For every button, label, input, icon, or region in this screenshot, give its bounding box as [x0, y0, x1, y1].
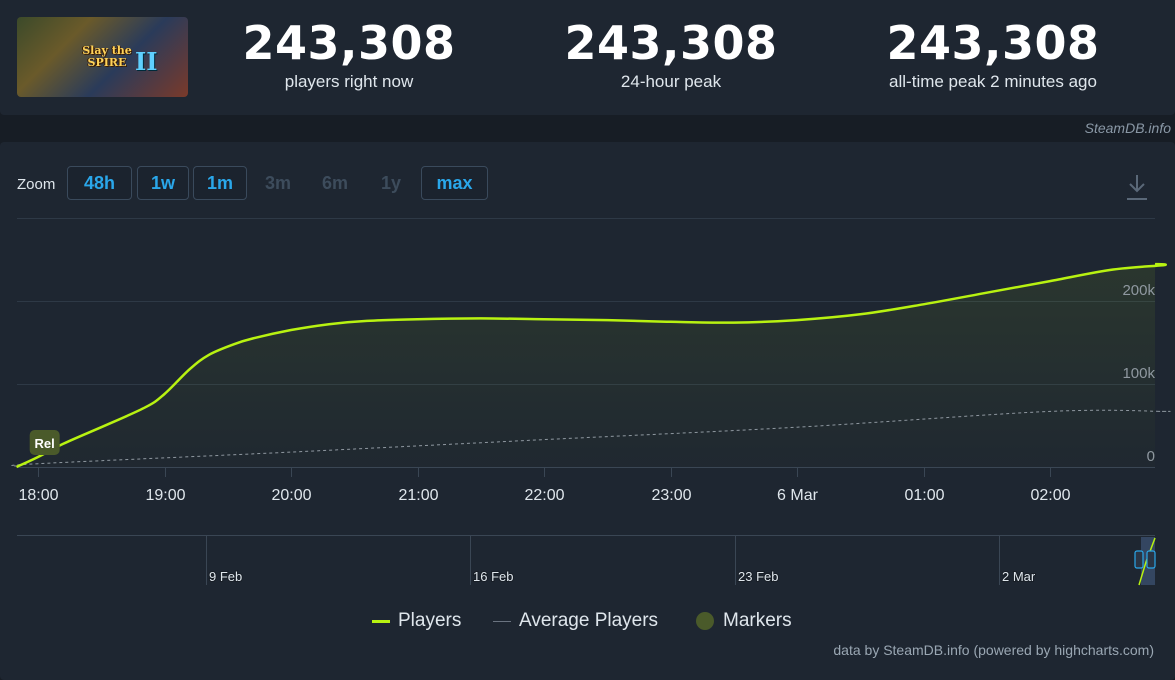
chart-credit[interactable]: data by SteamDB.info (powered by highcha… — [833, 642, 1154, 658]
navigator-label: 23 Feb — [738, 569, 778, 584]
navigator-series — [1138, 537, 1156, 586]
stat-label: 24-hour peak — [620, 72, 722, 91]
zoom-3m-button[interactable]: 3m — [264, 172, 291, 193]
logo-line-1: Slay the — [82, 44, 132, 57]
x-tick-label: 21:00 — [398, 487, 438, 504]
navigator[interactable]: 9 Feb 16 Feb 23 Feb 2 Mar — [17, 535, 1156, 586]
stat-24h-peak: 243,308 24-hour peak — [511, 18, 831, 92]
players-line[interactable] — [15, 262, 1167, 469]
game-cover-image[interactable]: Slay the SPIRE II — [17, 17, 188, 97]
navigator-label: 9 Feb — [209, 569, 242, 584]
logo-line-2: SPIRE — [87, 56, 127, 69]
zoom-label: Zoom — [17, 176, 56, 193]
game-logo-text: Slay the SPIRE — [72, 45, 142, 69]
stat-label: all-time peak 2 minutes ago — [889, 72, 1097, 91]
navigator-handle-left[interactable] — [1134, 550, 1144, 569]
legend-label: Average Players — [519, 610, 659, 631]
x-tick-label: 18:00 — [18, 487, 58, 504]
zoom-6m-button[interactable]: 6m — [321, 172, 348, 193]
zoom-max-button[interactable]: max — [421, 166, 488, 200]
navigator-label: 2 Mar — [1002, 569, 1036, 584]
stat-current-players: 243,308 players right now — [189, 18, 509, 92]
x-tick-label: 20:00 — [271, 487, 311, 504]
y-tick-label: 200k — [1122, 282, 1155, 299]
marker-label: Rel — [35, 436, 55, 451]
zoom-48h-button[interactable]: 48h — [67, 166, 132, 200]
zoom-1w-button[interactable]: 1w — [137, 166, 189, 200]
zoom-1m-button[interactable]: 1m — [193, 166, 247, 200]
steamdb-credit[interactable]: SteamDB.info — [1084, 120, 1171, 136]
x-tick-label: 19:00 — [145, 487, 185, 504]
navigator-label: 16 Feb — [473, 569, 513, 584]
x-tick-label: 02:00 — [1030, 487, 1070, 504]
marker-badge[interactable] — [29, 430, 60, 455]
navigator-ticks: 9 Feb 16 Feb 23 Feb 2 Mar — [206, 536, 1037, 585]
legend-swatch-average — [493, 620, 511, 622]
stat-value: 243,308 — [242, 16, 456, 70]
legend-label: Markers — [723, 610, 792, 631]
chart-legend: Players Average Players Markers — [0, 610, 1175, 636]
navigator-handle-right[interactable] — [1146, 550, 1156, 569]
legend-swatch-players — [372, 619, 390, 623]
release-markers[interactable]: Rel — [29, 430, 60, 455]
legend-swatch-markers — [696, 612, 714, 630]
y-tick-label: 0 — [1147, 448, 1155, 465]
marker-rel[interactable]: Rel — [29, 430, 60, 455]
average-players-line[interactable] — [10, 409, 1171, 467]
stat-all-time-peak: 243,308 all-time peak 2 minutes ago — [833, 18, 1153, 92]
stat-value: 243,308 — [886, 16, 1100, 70]
x-tick-label: 6 Mar — [777, 487, 819, 504]
legend-label: Players — [398, 610, 462, 631]
legend-item-average-players[interactable]: Average Players — [493, 610, 658, 632]
download-icon[interactable] — [1124, 172, 1150, 202]
legend-item-players[interactable]: Players — [372, 610, 461, 632]
stat-label: players right now — [284, 72, 414, 91]
x-tick-marks — [38, 467, 1051, 477]
players-area — [16, 264, 1166, 467]
x-tick-label: 22:00 — [524, 487, 564, 504]
header-bar: Slay the SPIRE II 243,308 players right … — [0, 0, 1175, 115]
logo-numeral: II — [135, 47, 158, 76]
x-tick-label: 23:00 — [651, 487, 691, 504]
x-axis-labels: 18:00 19:00 20:00 21:00 22:00 23:00 6 Mar 01:00… — [18, 487, 1070, 504]
legend-item-markers[interactable]: Markers — [696, 610, 792, 632]
y-tick-label: 100k — [1122, 365, 1155, 382]
zoom-1y-button[interactable]: 1y — [380, 172, 402, 193]
x-tick-label: 01:00 — [904, 487, 944, 504]
stat-value: 243,308 — [564, 16, 778, 70]
y-axis-labels: 0 100k 200k — [1122, 282, 1155, 465]
